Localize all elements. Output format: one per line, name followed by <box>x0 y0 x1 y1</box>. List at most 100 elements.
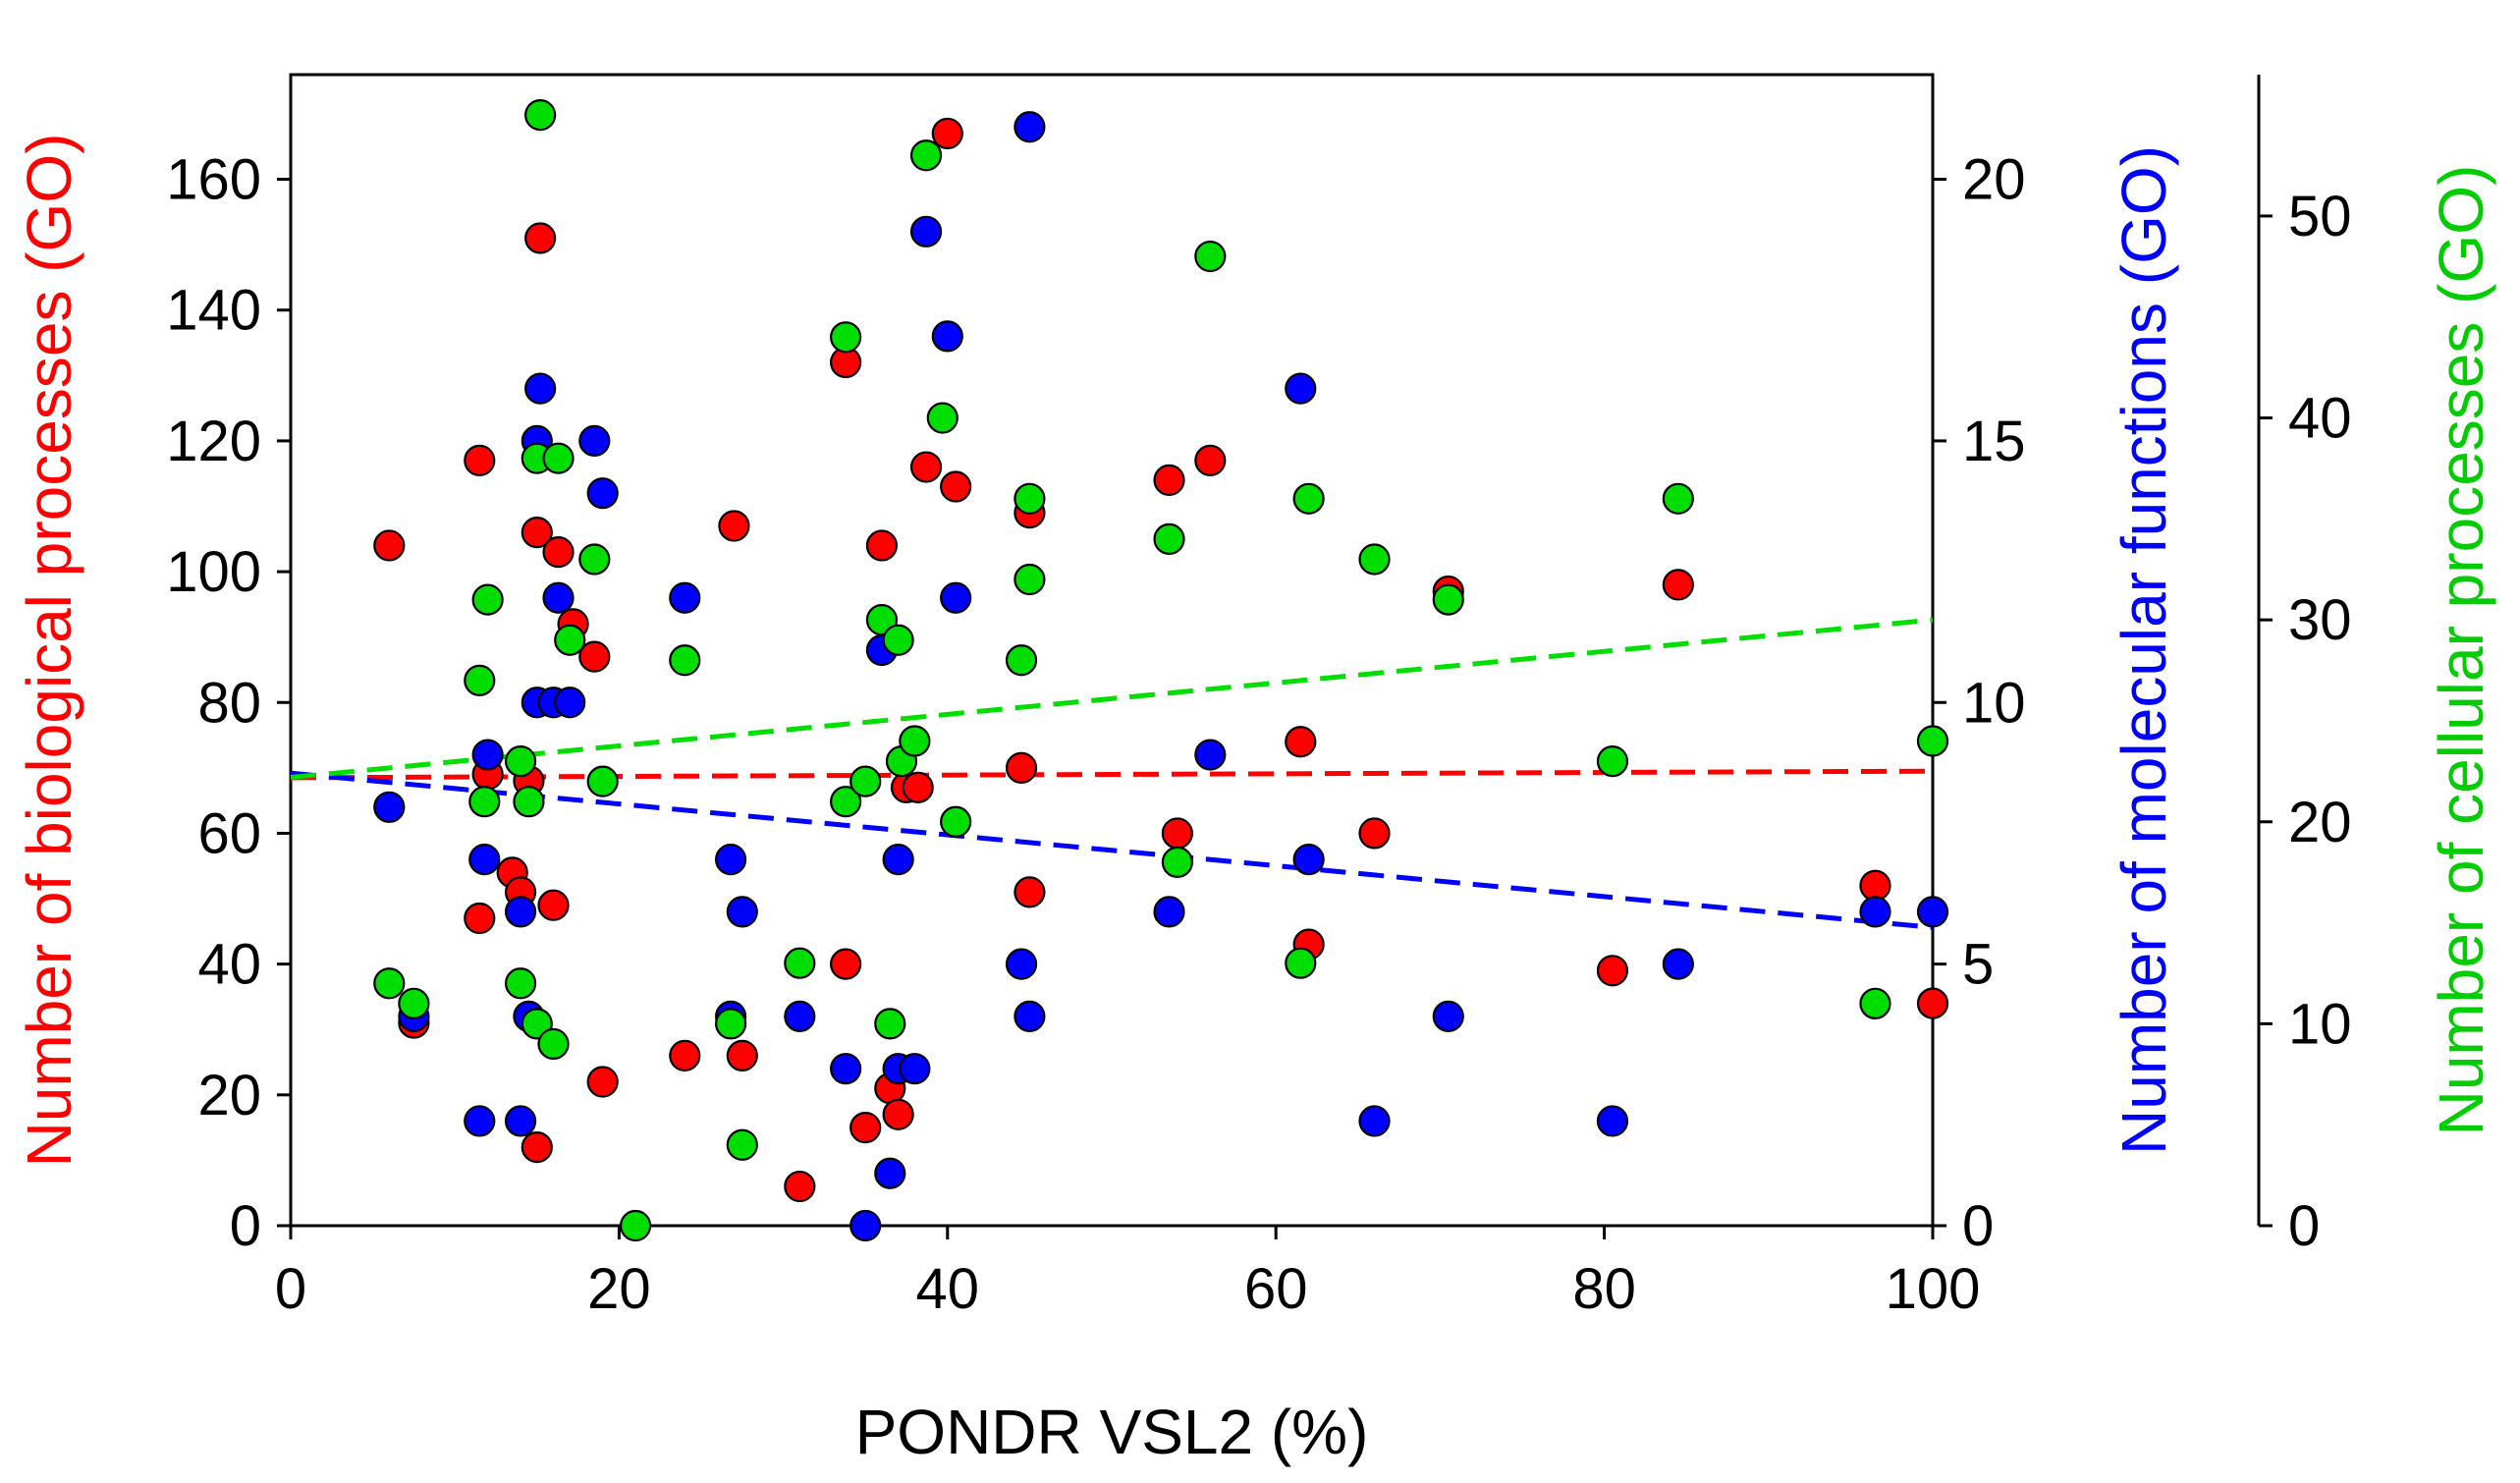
data-point-1-43 <box>1916 896 1949 928</box>
data-point-1-28 <box>909 215 943 247</box>
data-point-0-16 <box>669 1039 701 1071</box>
data-point-2-42 <box>1596 744 1629 778</box>
right2-axis-title-main: Number of cellular processes <box>2426 304 2496 1136</box>
data-point-2-18 <box>714 1008 747 1040</box>
right1-tick-label-0: 0 <box>1962 1194 1994 1258</box>
x-axis-title: PONDR VSL2 (%) <box>855 1397 1369 1467</box>
x-tick-label-4: 80 <box>1572 1257 1636 1321</box>
data-point-0-43 <box>1859 869 1891 902</box>
data-point-2-43 <box>1662 482 1694 515</box>
left-tick-label-3: 60 <box>197 801 261 865</box>
right1-axis-title-suffix: (GO) <box>2109 145 2179 285</box>
left-tick-label-1: 20 <box>197 1064 261 1127</box>
data-point-2-17 <box>669 644 701 677</box>
x-tick-label-5: 100 <box>1886 1257 1981 1321</box>
left-tick-label-6: 120 <box>166 410 261 473</box>
trendline-1 <box>290 770 1934 930</box>
data-point-1-40 <box>1596 1105 1629 1137</box>
data-point-2-0 <box>373 967 406 1000</box>
data-point-2-2 <box>464 664 496 696</box>
left-axis-title: Number of biological processes (GO) <box>14 134 84 1168</box>
right1-axis-title-main: Number of molecular functions <box>2109 285 2179 1155</box>
data-point-1-5 <box>504 1105 537 1137</box>
data-point-0-10 <box>524 222 557 254</box>
axes: 0 20 40 60 80 1000204060801001201401600510152… <box>166 75 2352 1321</box>
data-point-0-23 <box>865 529 899 562</box>
data-point-2-19 <box>726 1128 758 1161</box>
right1-axis-title: Number of molecular functions (GO) <box>2109 145 2179 1155</box>
data-point-2-13 <box>554 624 586 656</box>
right2-tick-label-1: 10 <box>2288 992 2352 1056</box>
data-point-2-29 <box>909 139 943 172</box>
data-point-2-6 <box>504 967 537 1000</box>
data-point-2-34 <box>1013 482 1046 515</box>
x-tick-label-2: 40 <box>916 1257 980 1321</box>
data-point-1-16 <box>669 581 701 614</box>
data-point-2-45 <box>1916 725 1949 757</box>
right2-axis-title-suffix: (GO) <box>2426 165 2496 304</box>
data-point-0-37 <box>1285 726 1317 758</box>
data-point-0-32 <box>1013 876 1046 908</box>
data-point-1-37 <box>1292 843 1325 876</box>
data-point-0-11 <box>537 889 570 921</box>
x-tick-label-1: 20 <box>587 1257 651 1321</box>
left-tick-label-8: 160 <box>166 148 261 212</box>
x-tick-label-0: 0 <box>275 1257 306 1321</box>
right1-tick-label-2: 10 <box>1962 671 2026 735</box>
data-point-2-39 <box>1292 482 1325 515</box>
data-point-2-26 <box>882 624 914 656</box>
right2-tick-label-5: 50 <box>2288 185 2352 248</box>
data-point-0-9 <box>520 1130 553 1164</box>
data-point-1-3 <box>468 843 501 876</box>
data-point-2-5 <box>504 744 537 778</box>
data-point-0-25 <box>882 1098 914 1130</box>
data-point-1-27 <box>899 1053 931 1085</box>
data-point-0-31 <box>1005 751 1038 784</box>
right2-tick-label-0: 0 <box>2288 1194 2320 1258</box>
data-point-2-10 <box>524 99 557 132</box>
data-point-2-31 <box>940 805 972 838</box>
data-point-0-44 <box>1916 987 1949 1019</box>
data-point-1-31 <box>1005 948 1038 980</box>
data-point-1-34 <box>1153 896 1185 928</box>
data-point-0-34 <box>1153 464 1185 496</box>
data-point-2-40 <box>1358 543 1391 576</box>
data-point-0-29 <box>931 117 963 150</box>
data-point-2-33 <box>1013 563 1046 596</box>
data-point-1-39 <box>1432 1000 1464 1033</box>
data-point-2-4 <box>471 583 504 616</box>
data-point-1-38 <box>1358 1105 1391 1137</box>
data-point-2-37 <box>1194 240 1227 273</box>
series-2 <box>373 99 1949 1242</box>
data-point-2-7 <box>513 786 545 818</box>
left-tick-label-4: 80 <box>197 671 261 735</box>
data-point-0-30 <box>940 470 972 503</box>
right2-axis-title: Number of cellular processes (GO) <box>2426 165 2496 1136</box>
data-point-1-10 <box>524 372 557 405</box>
data-point-2-38 <box>1285 947 1317 979</box>
data-point-2-14 <box>578 543 611 576</box>
left-tick-label-7: 140 <box>166 279 261 343</box>
data-point-2-22 <box>830 321 862 354</box>
data-point-0-28 <box>909 451 943 483</box>
right2-tick-label-4: 40 <box>2288 387 2352 451</box>
data-point-1-6 <box>504 896 537 928</box>
data-point-0-18 <box>726 1039 758 1071</box>
data-point-1-30 <box>940 581 972 614</box>
data-point-1-29 <box>931 320 963 353</box>
data-point-1-15 <box>586 477 619 510</box>
left-tick-label-5: 100 <box>166 540 261 604</box>
data-point-2-41 <box>1432 583 1464 616</box>
data-point-0-0 <box>373 529 406 562</box>
left-axis-title-suffix: (GO) <box>14 134 84 273</box>
trendline-2 <box>290 617 1934 781</box>
data-point-1-35 <box>1194 739 1227 771</box>
data-points <box>373 99 1949 1242</box>
right2-tick-label-3: 30 <box>2288 588 2352 652</box>
data-point-1-17 <box>714 843 747 876</box>
data-point-0-2 <box>464 902 496 935</box>
data-point-2-15 <box>586 765 619 797</box>
data-point-2-28 <box>899 725 931 757</box>
data-point-2-12 <box>542 442 575 474</box>
